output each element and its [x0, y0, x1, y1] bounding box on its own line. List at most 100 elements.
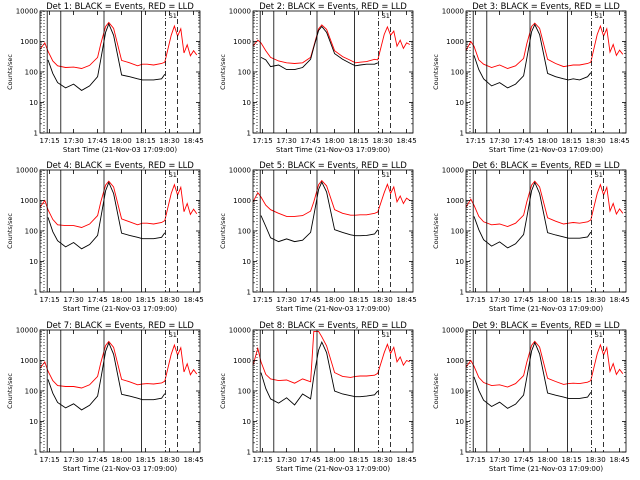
- x-tick-label: 17:15: [40, 456, 60, 464]
- flag-label: S1: [595, 12, 603, 20]
- x-tick-label: 17:15: [40, 296, 60, 304]
- plot-frame: [39, 169, 201, 293]
- x-tick-label: 17:45: [88, 456, 108, 464]
- x-tick-label: 17:45: [301, 456, 321, 464]
- x-tick-label: 17:15: [253, 296, 273, 304]
- plot-frame: [465, 169, 627, 293]
- x-tick-label: 17:30: [490, 296, 510, 304]
- x-axis-label: Start Time (21-Nov-03 17:09:00): [63, 305, 177, 313]
- y-tick-label: 10000: [442, 8, 464, 16]
- events-series-line: [260, 181, 379, 243]
- x-axis-label: Start Time (21-Nov-03 17:09:00): [276, 305, 390, 313]
- x-axis-label: Start Time (21-Nov-03 17:09:00): [276, 146, 390, 154]
- panel-title: Det 6: BLACK = Events, RED = LLD: [472, 160, 620, 170]
- plot-frame: [465, 10, 627, 134]
- x-tick-label: 18:15: [136, 456, 156, 464]
- y-tick-label: 1: [460, 289, 464, 297]
- panel-title: Det 8: BLACK = Events, RED = LLD: [259, 320, 407, 330]
- x-tick-label: 18:45: [397, 137, 417, 145]
- y-tick-label: 10: [29, 99, 38, 107]
- y-tick-label: 1000: [20, 357, 38, 365]
- y-tick-label: 10000: [16, 167, 38, 175]
- x-tick-label: 18:00: [325, 137, 345, 145]
- x-tick-label: 18:15: [349, 456, 369, 464]
- x-tick-label: 18:45: [397, 296, 417, 304]
- x-tick-label: 18:15: [349, 296, 369, 304]
- y-tick-label: 10: [29, 258, 38, 266]
- x-tick-label: 17:30: [277, 296, 297, 304]
- y-axis-label: Counts/sec: [219, 54, 227, 90]
- x-tick-label: 18:00: [112, 456, 132, 464]
- y-tick-label: 1: [34, 449, 38, 457]
- y-axis-label: Counts/sec: [432, 213, 440, 249]
- x-tick-label: 18:00: [538, 296, 558, 304]
- flag-label: S1: [382, 12, 390, 20]
- y-tick-label: 1: [247, 289, 251, 297]
- x-tick-label: 17:30: [64, 456, 84, 464]
- y-tick-label: 1000: [446, 38, 464, 46]
- events-series-line: [47, 181, 166, 250]
- flag-label: S1: [595, 331, 603, 339]
- y-tick-label: 100: [238, 69, 251, 77]
- x-axis-label: Start Time (21-Nov-03 17:09:00): [63, 146, 177, 154]
- y-tick-label: 1: [34, 130, 38, 138]
- lld-series-line: [39, 21, 198, 69]
- events-series-line: [260, 25, 378, 71]
- y-tick-label: 100: [25, 388, 38, 396]
- panel-title: Det 2: BLACK = Events, RED = LLD: [259, 1, 407, 11]
- panel-title: Det 7: BLACK = Events, RED = LLD: [46, 320, 194, 330]
- lld-series-line: [465, 22, 624, 69]
- x-tick-label: 18:00: [325, 456, 345, 464]
- y-tick-label: 100: [238, 228, 251, 236]
- x-tick-label: 18:15: [562, 296, 582, 304]
- y-tick-label: 1000: [446, 197, 464, 205]
- y-tick-label: 10000: [16, 8, 38, 16]
- panel-title: Det 4: BLACK = Events, RED = LLD: [46, 160, 194, 170]
- x-tick-label: 18:00: [538, 456, 558, 464]
- x-tick-label: 18:00: [325, 296, 345, 304]
- events-series-line: [47, 341, 166, 411]
- x-tick-label: 18:45: [397, 456, 417, 464]
- flag-label: S1: [382, 331, 390, 339]
- events-series-line: [473, 181, 592, 249]
- x-tick-label: 18:45: [610, 456, 630, 464]
- x-tick-label: 18:30: [586, 296, 606, 304]
- flag-label: S1: [169, 171, 177, 179]
- y-axis-label: Counts/sec: [432, 373, 440, 409]
- events-series-line: [473, 341, 592, 409]
- x-axis-label: Start Time (21-Nov-03 17:09:00): [489, 465, 603, 473]
- flag-label: S1: [382, 171, 390, 179]
- y-tick-label: 10: [455, 418, 464, 426]
- x-tick-label: 18:30: [160, 456, 180, 464]
- x-tick-label: 17:30: [490, 456, 510, 464]
- x-tick-label: 18:30: [160, 137, 180, 145]
- panel-title: Det 9: BLACK = Events, RED = LLD: [472, 320, 620, 330]
- x-tick-label: 17:15: [253, 456, 273, 464]
- y-tick-label: 100: [451, 228, 464, 236]
- x-axis-label: Start Time (21-Nov-03 17:09:00): [489, 146, 603, 154]
- x-tick-label: 18:30: [373, 456, 393, 464]
- lld-series-line: [39, 340, 198, 389]
- x-tick-label: 18:30: [373, 296, 393, 304]
- x-axis-label: Start Time (21-Nov-03 17:09:00): [489, 305, 603, 313]
- x-tick-label: 18:45: [610, 137, 630, 145]
- x-tick-label: 18:15: [136, 296, 156, 304]
- x-tick-label: 18:15: [136, 137, 156, 145]
- y-tick-label: 1000: [20, 38, 38, 46]
- x-tick-label: 17:15: [253, 137, 273, 145]
- y-tick-label: 1: [247, 130, 251, 138]
- x-tick-label: 18:45: [184, 137, 204, 145]
- x-tick-label: 17:45: [301, 296, 321, 304]
- x-tick-label: 18:30: [373, 137, 393, 145]
- x-tick-label: 18:15: [562, 456, 582, 464]
- x-tick-label: 17:45: [88, 137, 108, 145]
- x-tick-label: 18:45: [184, 296, 204, 304]
- lld-series-line: [465, 340, 624, 388]
- x-tick-label: 18:00: [538, 137, 558, 145]
- y-axis-label: Counts/sec: [432, 54, 440, 90]
- y-tick-label: 1000: [20, 197, 38, 205]
